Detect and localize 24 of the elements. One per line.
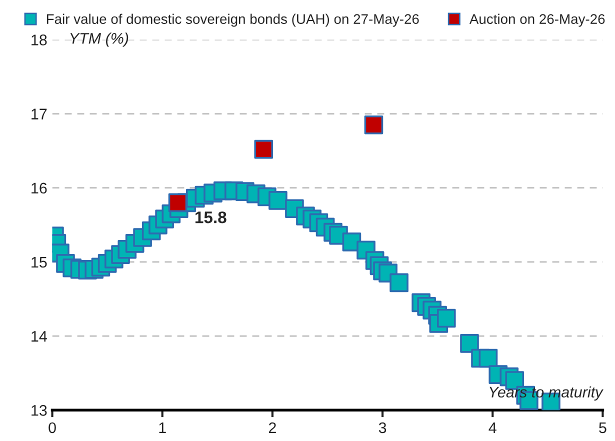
point bbox=[168, 193, 188, 212]
y-tick-label: 15 bbox=[32, 256, 47, 268]
y-tick-label: 14 bbox=[32, 331, 47, 342]
x-tick-label: 5 bbox=[599, 422, 606, 434]
x-tick-label: 2 bbox=[268, 422, 276, 434]
point bbox=[254, 140, 274, 159]
point bbox=[268, 191, 288, 210]
legend-label: Auction on 26-May-26 bbox=[469, 14, 605, 27]
y-tick-label: 16 bbox=[32, 182, 47, 194]
legend-label: Fair value of domestic sovereign bonds (UAH) on 27-May-26 bbox=[46, 14, 419, 27]
y-tick-label: 13 bbox=[32, 405, 47, 416]
y-tick-label: 18 bbox=[32, 34, 47, 46]
x-tick-label: 0 bbox=[48, 422, 56, 434]
x-tick-label: 4 bbox=[488, 422, 496, 434]
data-label: 15.8 bbox=[195, 211, 226, 224]
y-tick-label: 17 bbox=[32, 108, 47, 120]
point bbox=[436, 308, 456, 328]
x-tick-label: 3 bbox=[378, 422, 386, 434]
y-axis-title: YTM (%) bbox=[70, 32, 128, 47]
point bbox=[460, 334, 479, 353]
x-tick-label: 1 bbox=[159, 422, 166, 434]
point bbox=[390, 273, 408, 292]
point bbox=[364, 115, 384, 134]
point bbox=[478, 348, 498, 368]
